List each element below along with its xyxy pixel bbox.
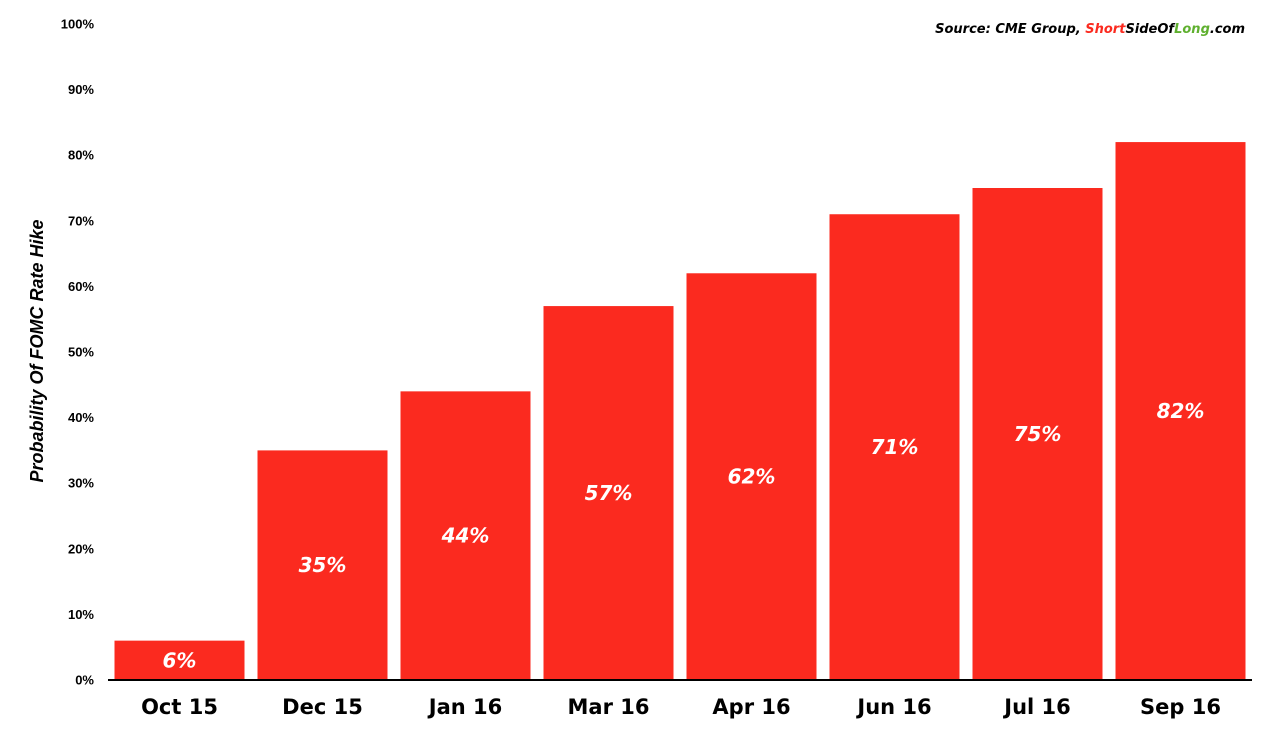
bar-value-label: 71% bbox=[871, 435, 919, 459]
y-axis-ticks: 0% 10% 20% 30% 40% 50% 60% 70% 80% 90% 100% bbox=[61, 17, 95, 688]
bar bbox=[829, 214, 960, 681]
y-tick-label: 80% bbox=[68, 148, 94, 163]
y-axis-label: Probability Of FOMC Rate Hike bbox=[27, 219, 47, 482]
x-tick-label: Apr 16 bbox=[712, 695, 790, 719]
x-tick-label: Oct 15 bbox=[141, 695, 218, 719]
source-side-of: SideOf bbox=[1125, 22, 1176, 37]
y-tick-label: 50% bbox=[68, 345, 94, 360]
source-long: Long bbox=[1174, 22, 1210, 37]
x-tick-label: Jan 16 bbox=[427, 695, 502, 719]
x-tick-label: Jul 16 bbox=[1002, 695, 1071, 719]
bar-value-label: 6% bbox=[163, 648, 197, 672]
bar bbox=[1115, 142, 1246, 680]
y-tick-label: 10% bbox=[68, 607, 94, 622]
x-tick-label: Sep 16 bbox=[1140, 695, 1221, 719]
y-tick-label: 70% bbox=[68, 213, 94, 228]
x-tick-label: Dec 15 bbox=[282, 695, 363, 719]
y-tick-label: 100% bbox=[61, 17, 95, 32]
bar-value-label: 82% bbox=[1157, 399, 1205, 423]
x-axis-ticks: Oct 15 Dec 15 Jan 16 Mar 16 Apr 16 Jun 16 Jul … bbox=[141, 695, 1221, 719]
data-labels: 6% 35% 44% 57% 62% 71% 75% 82% bbox=[163, 399, 1205, 672]
bar bbox=[114, 640, 245, 680]
bar bbox=[686, 273, 817, 680]
y-tick-label: 30% bbox=[68, 476, 94, 491]
x-tick-label: Jun 16 bbox=[855, 695, 931, 719]
bar bbox=[257, 450, 388, 680]
bar-value-label: 44% bbox=[441, 524, 490, 548]
bar bbox=[972, 188, 1103, 680]
bars bbox=[114, 142, 1246, 681]
source-short: Short bbox=[1085, 22, 1126, 37]
x-tick-label: Mar 16 bbox=[568, 695, 650, 719]
source-note: Source: CME Group, ShortSideOfLong.com bbox=[935, 22, 1245, 37]
y-tick-label: 60% bbox=[68, 279, 94, 294]
y-tick-label: 0% bbox=[75, 673, 94, 688]
bar bbox=[400, 391, 531, 680]
bar-value-label: 57% bbox=[585, 481, 633, 505]
y-tick-label: 90% bbox=[68, 82, 94, 97]
y-tick-label: 40% bbox=[68, 410, 94, 425]
bar bbox=[543, 306, 674, 680]
y-tick-label: 20% bbox=[68, 541, 94, 556]
bar-value-label: 62% bbox=[728, 465, 776, 489]
source-suffix: .com bbox=[1210, 22, 1245, 37]
source-prefix: Source: CME Group, bbox=[935, 22, 1085, 37]
bar-value-label: 75% bbox=[1014, 422, 1062, 446]
bar-value-label: 35% bbox=[299, 553, 347, 577]
